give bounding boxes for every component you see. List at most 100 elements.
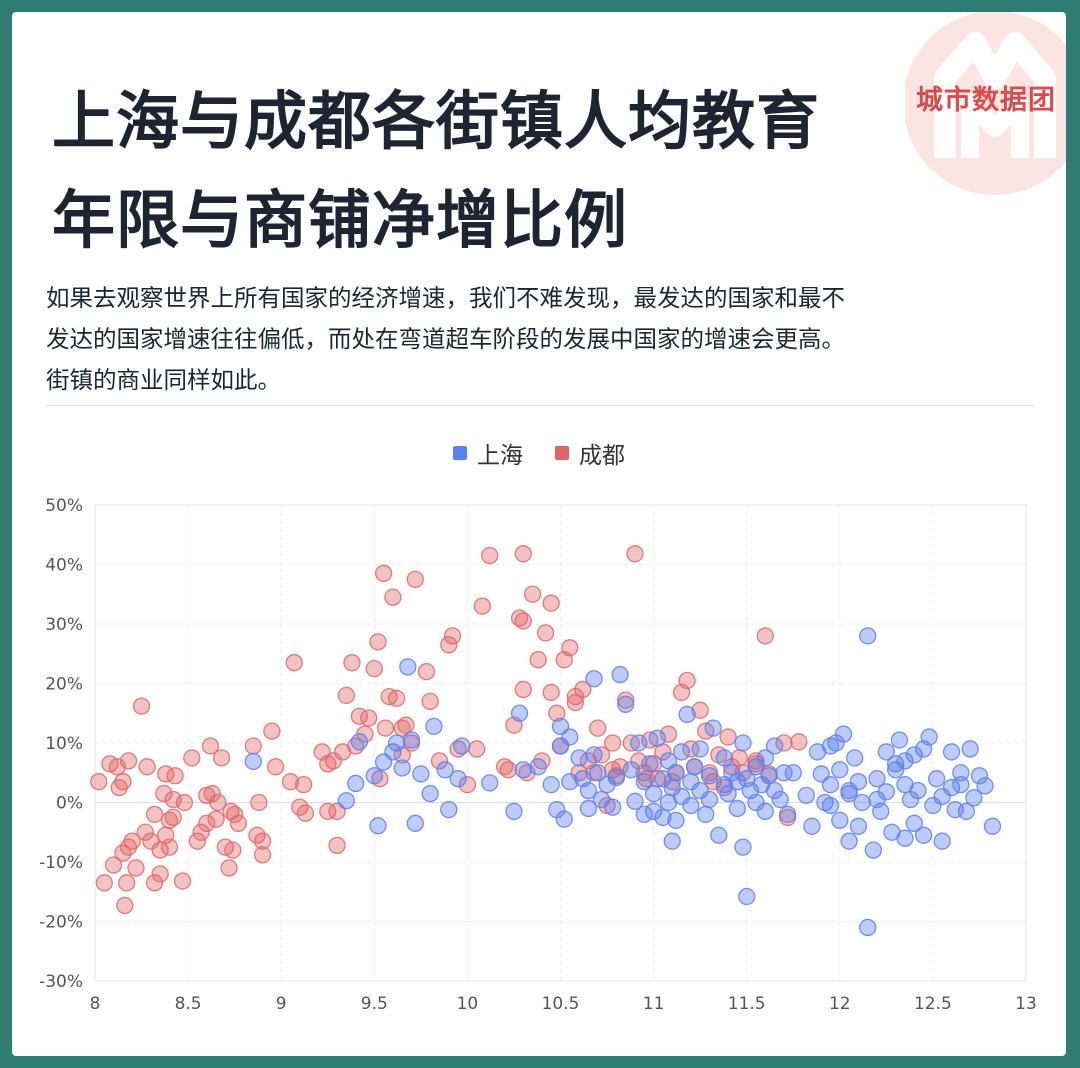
shanghai-point <box>877 743 895 761</box>
chengdu-point <box>536 624 555 642</box>
chengdu-point <box>682 740 700 758</box>
shanghai-point <box>529 758 547 776</box>
legend-item-shanghai[interactable]: 上海 <box>453 436 523 470</box>
shanghai-point <box>514 761 532 779</box>
chengdu-point <box>360 709 378 727</box>
chengdu-point <box>142 832 160 850</box>
x-tick-label: 12 <box>829 994 851 1014</box>
chengdu-point <box>529 651 547 669</box>
shanghai-point <box>728 799 747 818</box>
shanghai-point <box>561 773 579 791</box>
chengdu-point <box>566 693 585 712</box>
shanghai-point <box>635 805 653 824</box>
shanghai-point <box>834 725 853 743</box>
shanghai-point <box>803 817 821 835</box>
shanghai-point <box>672 787 691 806</box>
shanghai-point <box>961 740 979 758</box>
shanghai-point <box>365 767 383 785</box>
shanghai-point <box>965 789 983 807</box>
chengdu-point <box>285 654 303 672</box>
shanghai-point <box>635 773 653 791</box>
y-tick-label: -30% <box>39 972 83 992</box>
shanghai-point <box>933 832 951 850</box>
shanghai-point <box>715 749 734 767</box>
shanghai-point <box>585 746 603 764</box>
chengdu-point <box>566 687 585 706</box>
shanghai-point <box>738 887 756 906</box>
chengdu-point <box>421 692 439 710</box>
shanghai-point <box>678 705 696 724</box>
shanghai-point <box>440 800 458 819</box>
shanghai-point <box>393 759 411 777</box>
chengdu-point <box>160 838 179 856</box>
shanghai-point <box>551 737 570 755</box>
chengdu-point <box>319 802 337 821</box>
chengdu-point <box>296 804 315 822</box>
chart-legend: 上海 成都 <box>12 436 1066 470</box>
shanghai-point <box>700 790 719 809</box>
shanghai-point <box>337 792 356 810</box>
shanghai-point <box>555 810 573 828</box>
shanghai-point <box>864 841 882 859</box>
legend-item-chengdu[interactable]: 成都 <box>555 436 625 470</box>
shanghai-point <box>663 832 681 850</box>
shanghai-point <box>704 719 722 737</box>
shanghai-point <box>412 765 430 783</box>
shanghai-point <box>905 746 923 764</box>
chengdu-point <box>155 784 173 803</box>
y-tick-label: 10% <box>45 734 83 754</box>
shanghai-point <box>710 826 728 844</box>
shanghai-point <box>779 805 797 824</box>
chengdu-point <box>374 564 393 583</box>
chengdu-point <box>183 749 201 767</box>
shanghai-point <box>685 758 704 776</box>
chengdu-point <box>212 749 231 767</box>
x-tick-label: 10 <box>457 994 479 1014</box>
shanghai-point <box>887 755 905 773</box>
shanghai-point <box>644 784 663 803</box>
chengdu-point <box>369 633 387 651</box>
chengdu-point <box>203 784 221 803</box>
shanghai-point <box>756 749 774 767</box>
intro-line-2: 发达的国家增速往往偏低，而处在弯道超车阶段的发展中国家的增速会更高。 <box>46 325 845 353</box>
shanghai-point <box>347 774 365 793</box>
chengdu-point <box>406 570 424 589</box>
brand-name: 城市数据团 <box>916 85 1056 116</box>
chengdu-point <box>458 776 477 794</box>
shanghai-point <box>933 787 951 806</box>
shanghai-point <box>927 770 946 788</box>
chengdu-point <box>151 865 169 883</box>
shanghai-point <box>771 790 789 809</box>
shanghai-point <box>859 918 877 937</box>
x-tick-label: 11 <box>643 994 665 1014</box>
chengdu-point <box>514 680 532 699</box>
chengdu-point <box>119 752 138 770</box>
chengdu-point <box>114 773 132 791</box>
shanghai-point <box>510 704 529 722</box>
chengdu-point <box>514 545 532 563</box>
shanghai-point <box>747 758 765 776</box>
chengdu-point <box>151 841 169 859</box>
shanghai-point <box>598 776 616 794</box>
shanghai-point <box>505 802 523 821</box>
shanghai-point <box>942 778 961 797</box>
shanghai-point <box>672 743 691 761</box>
chengdu-point <box>127 859 145 877</box>
x-tick-label: 10.5 <box>542 994 580 1014</box>
legend-label-shanghai: 上海 <box>477 443 523 469</box>
shanghai-point <box>691 781 709 800</box>
chengdu-point <box>719 728 737 746</box>
chengdu-point <box>343 654 361 672</box>
shanghai-point <box>436 761 454 779</box>
chengdu-point <box>198 814 216 832</box>
chengdu-point <box>145 874 164 892</box>
chengdu-point <box>145 805 164 824</box>
chengdu-point <box>523 585 542 603</box>
chengdu-point <box>548 704 566 722</box>
y-tick-label: 40% <box>45 556 83 576</box>
chengdu-point <box>244 737 262 755</box>
shanghai-point <box>449 770 467 788</box>
chengdu-point <box>225 805 244 824</box>
shanghai-point <box>719 784 737 803</box>
chengdu-point <box>253 832 272 850</box>
